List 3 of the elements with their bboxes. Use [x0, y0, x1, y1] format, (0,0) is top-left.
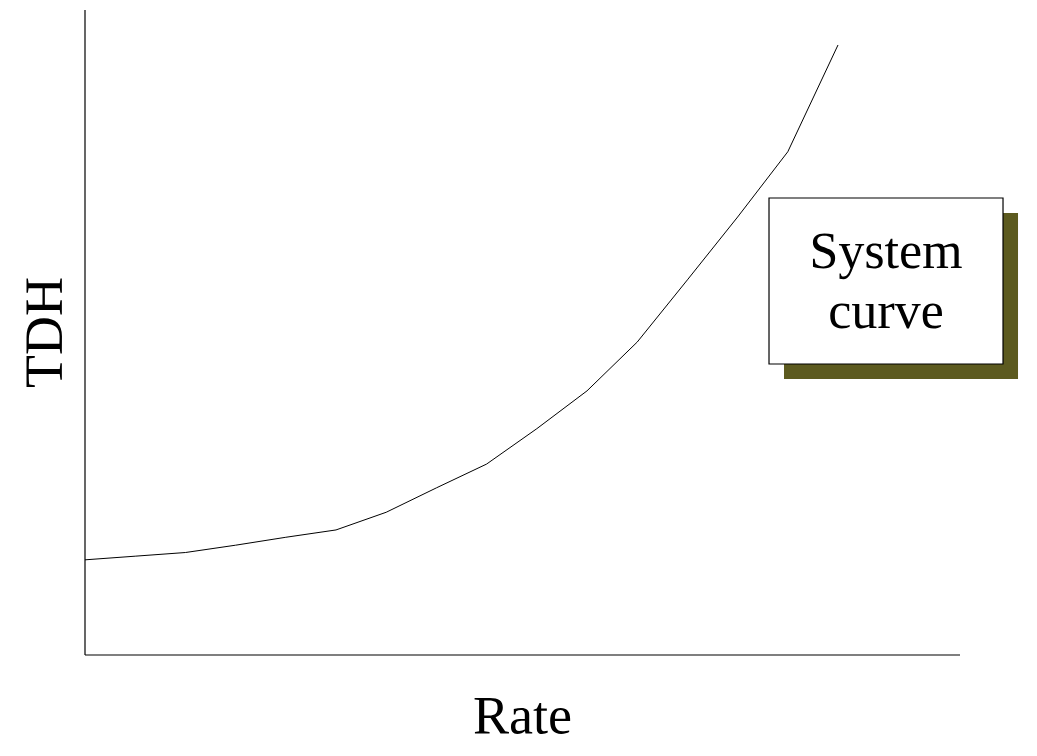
- y-axis-title: TDH: [26, 278, 62, 388]
- x-axis-title: Rate: [474, 698, 571, 734]
- annotation: System curve: [812, 233, 962, 329]
